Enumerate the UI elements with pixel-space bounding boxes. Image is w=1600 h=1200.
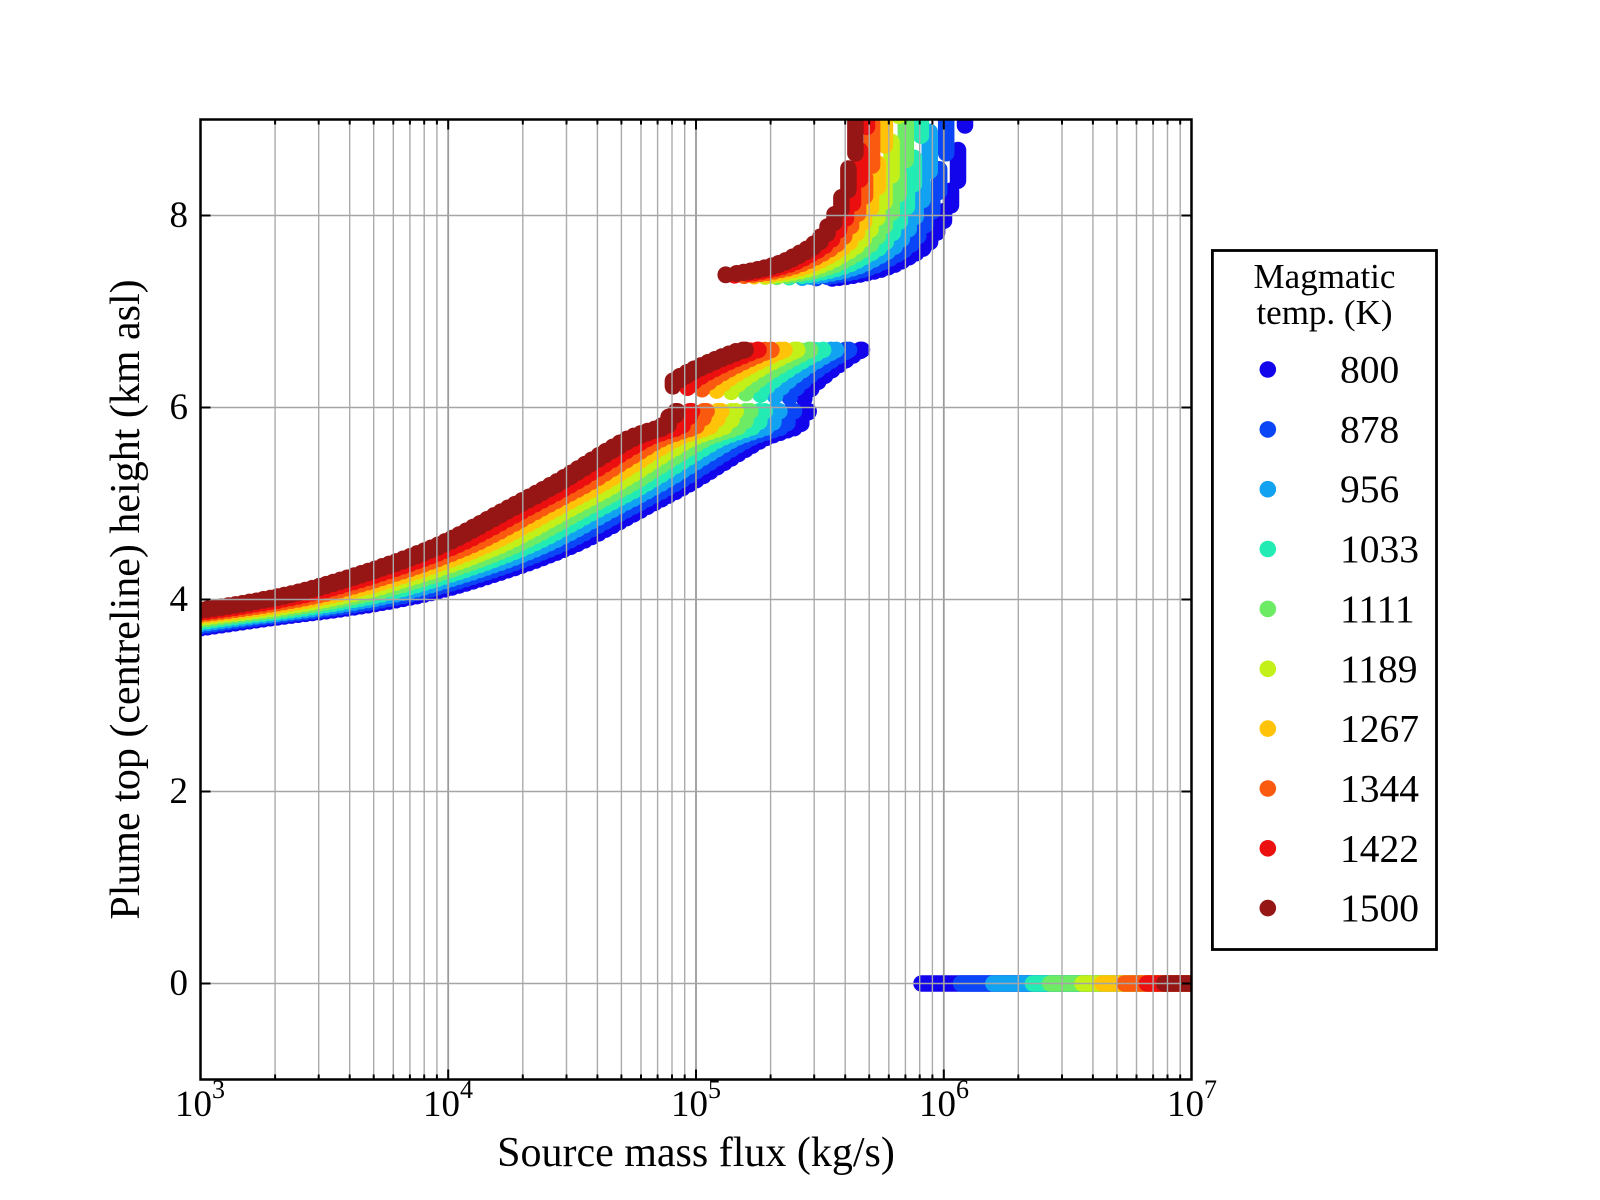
svg-text:1033: 1033 [1340,527,1419,571]
svg-text:1189: 1189 [1340,647,1418,691]
svg-text:Magmatic: Magmatic [1254,257,1396,296]
svg-text:107: 107 [1167,1075,1217,1125]
svg-text:106: 106 [919,1075,969,1125]
svg-text:0: 0 [170,963,189,1004]
svg-text:1422: 1422 [1340,826,1419,870]
svg-text:1111: 1111 [1340,587,1415,631]
svg-text:Source mass flux (kg/s): Source mass flux (kg/s) [497,1130,895,1176]
svg-text:1344: 1344 [1340,767,1419,811]
svg-text:6: 6 [170,387,189,428]
svg-text:temp. (K): temp. (K) [1256,293,1392,332]
svg-text:8: 8 [170,195,189,236]
svg-text:2: 2 [170,771,189,812]
svg-text:1500: 1500 [1340,886,1419,930]
svg-text:878: 878 [1340,407,1399,451]
svg-text:Plume top (centreline) height: Plume top (centreline) height (km asl) [103,279,149,919]
svg-text:1267: 1267 [1340,707,1419,751]
svg-text:4: 4 [170,579,189,620]
svg-text:956: 956 [1340,467,1399,511]
svg-text:800: 800 [1340,348,1399,392]
svg-text:104: 104 [423,1075,473,1125]
